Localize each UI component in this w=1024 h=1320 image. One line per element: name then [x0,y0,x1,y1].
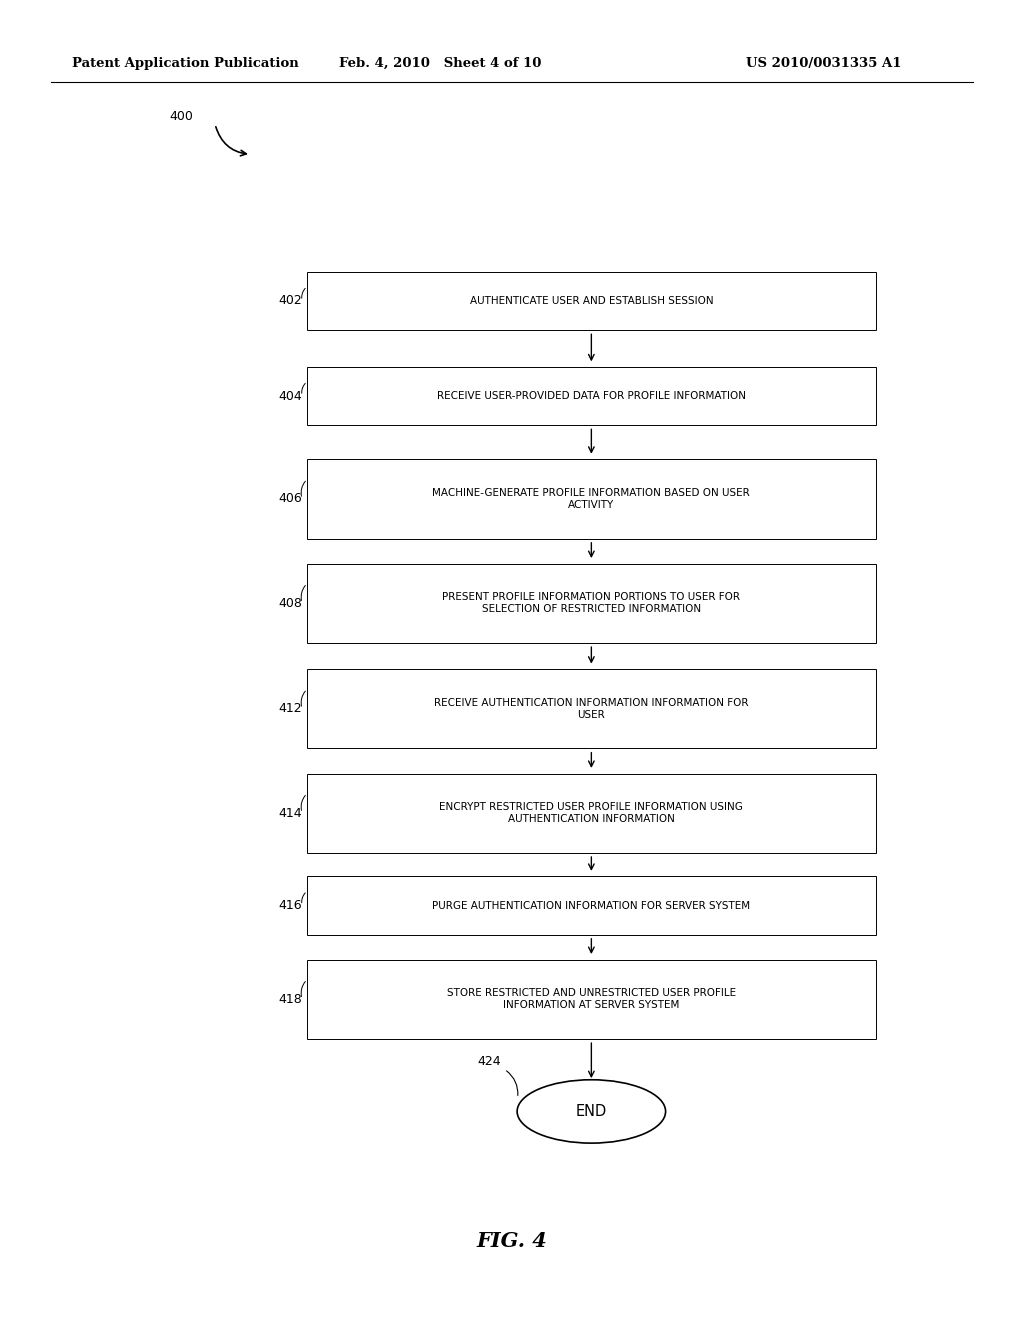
Text: 402: 402 [279,294,302,308]
Text: RECEIVE USER-PROVIDED DATA FOR PROFILE INFORMATION: RECEIVE USER-PROVIDED DATA FOR PROFILE I… [437,391,745,401]
Text: 412: 412 [279,702,302,715]
Text: Patent Application Publication: Patent Application Publication [72,57,298,70]
FancyBboxPatch shape [307,272,876,330]
Text: PURGE AUTHENTICATION INFORMATION FOR SERVER SYSTEM: PURGE AUTHENTICATION INFORMATION FOR SER… [432,900,751,911]
FancyBboxPatch shape [307,774,876,853]
Text: 424: 424 [477,1055,501,1068]
Text: END: END [575,1104,607,1119]
Text: ENCRYPT RESTRICTED USER PROFILE INFORMATION USING
AUTHENTICATION INFORMATION: ENCRYPT RESTRICTED USER PROFILE INFORMAT… [439,803,743,824]
Ellipse shape [517,1080,666,1143]
Text: PRESENT PROFILE INFORMATION PORTIONS TO USER FOR
SELECTION OF RESTRICTED INFORMA: PRESENT PROFILE INFORMATION PORTIONS TO … [442,593,740,614]
FancyBboxPatch shape [307,669,876,748]
Text: 416: 416 [279,899,302,912]
FancyBboxPatch shape [307,459,876,539]
Text: RECEIVE AUTHENTICATION INFORMATION INFORMATION FOR
USER: RECEIVE AUTHENTICATION INFORMATION INFOR… [434,698,749,719]
Text: 400: 400 [169,110,193,123]
Text: 404: 404 [279,389,302,403]
FancyBboxPatch shape [307,367,876,425]
Text: Feb. 4, 2010   Sheet 4 of 10: Feb. 4, 2010 Sheet 4 of 10 [339,57,542,70]
FancyBboxPatch shape [307,876,876,935]
FancyBboxPatch shape [307,564,876,643]
Text: MACHINE-GENERATE PROFILE INFORMATION BASED ON USER
ACTIVITY: MACHINE-GENERATE PROFILE INFORMATION BAS… [432,488,751,510]
Text: 408: 408 [279,597,302,610]
Text: 406: 406 [279,492,302,506]
FancyBboxPatch shape [307,960,876,1039]
Text: FIG. 4: FIG. 4 [476,1230,548,1251]
Text: 414: 414 [279,807,302,820]
Text: 418: 418 [279,993,302,1006]
Text: AUTHENTICATE USER AND ESTABLISH SESSION: AUTHENTICATE USER AND ESTABLISH SESSION [470,296,713,306]
Text: US 2010/0031335 A1: US 2010/0031335 A1 [745,57,901,70]
Text: STORE RESTRICTED AND UNRESTRICTED USER PROFILE
INFORMATION AT SERVER SYSTEM: STORE RESTRICTED AND UNRESTRICTED USER P… [446,989,736,1010]
